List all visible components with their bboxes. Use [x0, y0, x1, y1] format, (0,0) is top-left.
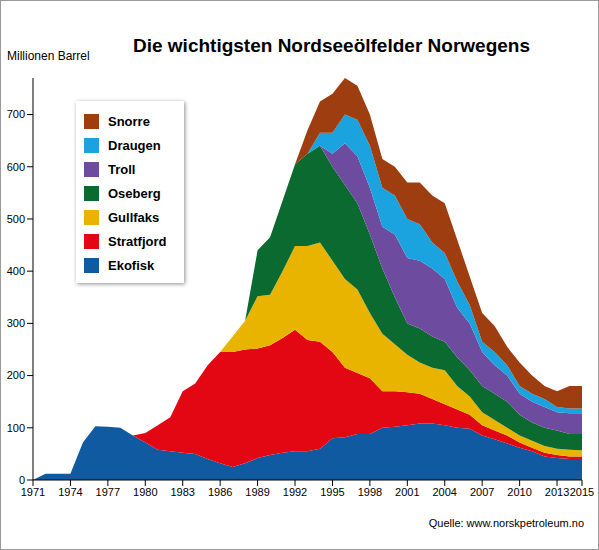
svg-text:1974: 1974 — [58, 486, 82, 498]
svg-text:100: 100 — [7, 422, 25, 434]
svg-text:700: 700 — [7, 108, 25, 120]
svg-text:0: 0 — [19, 474, 25, 486]
svg-text:2004: 2004 — [433, 486, 457, 498]
svg-text:2015: 2015 — [570, 486, 594, 498]
svg-text:2007: 2007 — [470, 486, 494, 498]
svg-text:2013: 2013 — [545, 486, 569, 498]
html-text:Troll: Troll — [108, 161, 136, 177]
svg-text:1989: 1989 — [245, 486, 269, 498]
svg-text:1992: 1992 — [283, 486, 307, 498]
svg-text:1986: 1986 — [208, 486, 232, 498]
svg-text:1983: 1983 — [170, 486, 194, 498]
html-text:Die wichtigsten Nordseeölfelde: Die wichtigsten Nordseeölfelder Norwegen… — [133, 35, 530, 56]
svg-text:2010: 2010 — [507, 486, 531, 498]
html-text:Millionen Barrel: Millionen Barrel — [7, 49, 90, 63]
svg-text:1998: 1998 — [358, 486, 382, 498]
html-text:Quelle: www.norskpetroleum.no: Quelle: www.norskpetroleum.no — [428, 517, 584, 529]
svg-text:300: 300 — [7, 317, 25, 329]
svg-text:1977: 1977 — [96, 486, 120, 498]
svg-text:1971: 1971 — [21, 486, 45, 498]
svg-text:1980: 1980 — [133, 486, 157, 498]
svg-text:1995: 1995 — [320, 486, 344, 498]
svg-text:2001: 2001 — [395, 486, 419, 498]
svg-text:500: 500 — [7, 213, 25, 225]
svg-text:200: 200 — [7, 369, 25, 381]
html-text:Gullfaks: Gullfaks — [108, 209, 160, 225]
html-text:Stratfjord: Stratfjord — [108, 233, 167, 249]
html-text:Snorre: Snorre — [108, 113, 150, 129]
html-text:Oseberg: Oseberg — [108, 185, 161, 201]
html-text:Draugen: Draugen — [108, 137, 161, 153]
html-text:Ekofisk: Ekofisk — [108, 257, 155, 273]
svg-text:400: 400 — [7, 265, 25, 277]
svg-text:600: 600 — [7, 161, 25, 173]
